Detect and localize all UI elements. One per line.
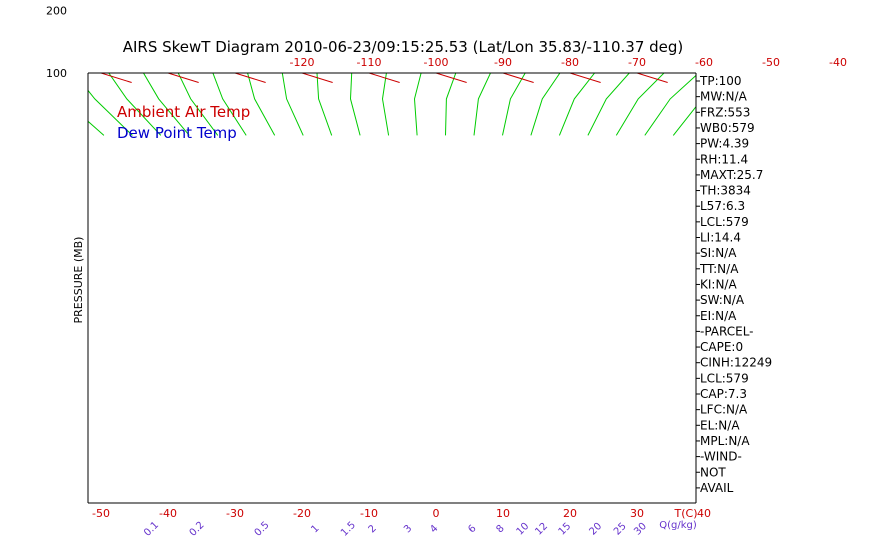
axes-layer: 1002003004005006007008009001000-50-40-30…: [46, 5, 847, 539]
mixing-ratio-tick-label: 0.5: [253, 520, 272, 539]
bottom-temp-tick-label: 0: [433, 507, 440, 520]
index-item: MPL:N/A: [700, 434, 750, 448]
mixing-ratio-tick-label: 10: [515, 521, 532, 538]
bottom-temp-tick-label: -20: [293, 507, 311, 520]
mixing-ratio-tick-label: 1: [309, 523, 321, 535]
mixing-ratio-tick-label: 0.1: [142, 520, 161, 539]
index-item: AVAIL: [700, 481, 734, 495]
mixing-ratio-tick-label: 3: [402, 523, 414, 535]
moist-adiabat-line: [196, 0, 355, 11]
index-item: -PARCEL-: [700, 324, 754, 338]
mixing-ratio-tick-label: 2: [367, 523, 379, 535]
mixing-ratio-tick-label: 25: [612, 521, 629, 538]
mixing-ratio-axis-label: Q(g/kg): [659, 520, 697, 531]
index-item: CINH:12249: [700, 356, 772, 370]
moist-adiabat-line: [404, 0, 525, 11]
index-item: LCL:579: [700, 371, 749, 385]
index-item: L57:6.3: [700, 199, 745, 213]
temp-axis-label: T(C): [674, 507, 698, 520]
index-item: EI:N/A: [700, 309, 737, 323]
moist-adiabat-line: [299, 0, 455, 11]
index-item: LFC:N/A: [700, 403, 748, 417]
bottom-temp-tick-label: -40: [159, 507, 177, 520]
top-temp-tick-label: -120: [290, 56, 315, 69]
index-item: EL:N/A: [700, 418, 740, 432]
index-item: WB0:579: [700, 121, 755, 135]
mixing-ratio-tick-label: 12: [533, 521, 550, 538]
bottom-temp-tick-label: -50: [92, 507, 110, 520]
moist-adiabat-line: [656, 0, 775, 11]
moist-adiabat-line: [475, 0, 568, 11]
top-temp-tick-label: -70: [628, 56, 646, 69]
bottom-temp-tick-label: 30: [630, 507, 644, 520]
pressure-tick-label: 100: [46, 67, 67, 80]
bottom-temp-tick-label: -30: [226, 507, 244, 520]
index-item: PW:4.39: [700, 137, 749, 151]
top-temp-tick-label: -80: [561, 56, 579, 69]
mixing-ratio-tick-label: 20: [587, 521, 604, 538]
index-item: LCL:579: [700, 215, 749, 229]
index-item: NOT: [700, 465, 726, 479]
bottom-temp-tick-label: 40: [697, 507, 711, 520]
legend-entry-dew-point-temp: Dew Point Temp: [117, 124, 237, 142]
index-item: TP:100: [699, 74, 742, 88]
isotherm-line: [690, 0, 870, 82]
index-item: KI:N/A: [700, 277, 737, 291]
mixing-ratio-tick-label: 8: [495, 523, 507, 535]
dry-adiabat-line: [844, 0, 870, 135]
series-line-ambient-air-temp: [627, 73, 629, 74]
top-temp-tick-label: -100: [424, 56, 449, 69]
index-item: TH:3834: [699, 184, 751, 198]
index-item: TT:N/A: [699, 262, 739, 276]
index-item: SW:N/A: [700, 293, 745, 307]
dry-adiabat-line: [473, 73, 492, 136]
index-item: RH:11.4: [700, 152, 748, 166]
index-item: MW:N/A: [700, 90, 748, 104]
bottom-temp-tick-label: -10: [360, 507, 378, 520]
top-temp-tick-label: -110: [357, 56, 382, 69]
top-temp-tick-label: -40: [829, 56, 847, 69]
index-item: FRZ:553: [700, 105, 750, 119]
index-item: SI:N/A: [700, 246, 737, 260]
moist-adiabat-line: [623, 0, 689, 11]
y-axis-label: PRESSURE (MB): [72, 237, 85, 324]
legend: Ambient Air Temp Dew Point Temp: [117, 103, 250, 142]
legend-entry-ambient-air-temp: Ambient Air Temp: [117, 103, 250, 121]
index-item: CAP:7.3: [700, 387, 747, 401]
index-item: -WIND-: [700, 450, 742, 464]
bottom-temp-tick-label: 20: [563, 507, 577, 520]
mixing-ratio-tick-label: 15: [557, 521, 574, 538]
top-temp-tick-label: -60: [695, 56, 713, 69]
index-item: MAXT:25.7: [700, 168, 763, 182]
isotherm-line: [757, 0, 870, 82]
pressure-tick-label: 200: [46, 5, 67, 18]
top-temp-tick-label: -50: [762, 56, 780, 69]
mixing-ratio-tick-label: 6: [466, 523, 478, 535]
mixing-ratio-tick-label: 30: [632, 521, 649, 538]
index-item: CAPE:0: [700, 340, 743, 354]
moist-adiabat-line: [346, 0, 488, 11]
top-temp-tick-label: -90: [494, 56, 512, 69]
mixing-ratio-tick-label: 0.2: [188, 520, 207, 539]
moist-adiabat-line: [226, 0, 388, 11]
chart-title: AIRS SkewT Diagram 2010-06-23/09:15:25.5…: [123, 38, 684, 56]
dry-adiabat-line: [730, 0, 870, 135]
mixing-ratio-tick-label: 4: [428, 523, 440, 535]
moist-adiabat-line: [564, 0, 621, 11]
dry-adiabat-line: [502, 73, 526, 136]
moist-adiabat-line: [260, 0, 422, 11]
bottom-temp-tick-label: 10: [496, 507, 510, 520]
index-item: LI:14.4: [700, 231, 741, 245]
mixing-ratio-tick-label: 1.5: [339, 520, 358, 539]
isotherm-line: [824, 0, 870, 82]
